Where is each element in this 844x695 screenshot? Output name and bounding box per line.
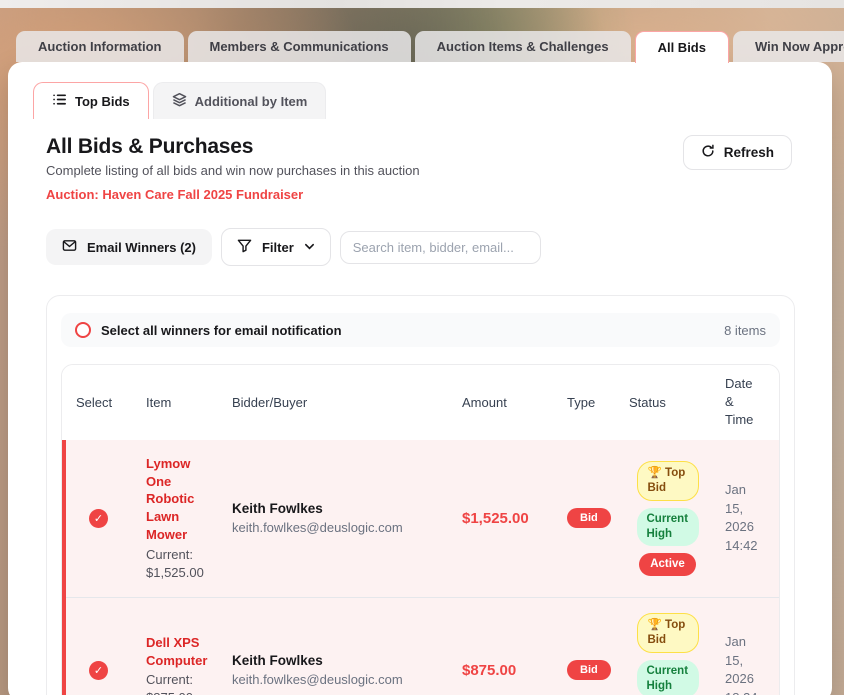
status-badge-top-bid: 🏆 Top Bid (636, 461, 699, 501)
type-badge: Bid (567, 508, 611, 529)
status-badge-current-high: Current High (636, 507, 699, 546)
status-badge-active: Active (639, 552, 696, 576)
subtab-additional-by-item[interactable]: Additional by Item (152, 82, 327, 119)
select-all-bar: Select all winners for email notificatio… (61, 313, 780, 347)
filter-button-label: Filter (261, 239, 294, 255)
col-type: Type (567, 394, 596, 410)
bidder-name: Keith Fowlkes (232, 653, 323, 669)
bid-amount: $875.00 (462, 661, 517, 679)
table-body: ✓ Lymow One Robotic Lawn Mower Current: … (62, 439, 779, 695)
sub-tab-bar: Top Bids Additional by Item (8, 62, 832, 119)
current-label: Current: (146, 547, 193, 563)
bidder-email: keith.fowlkes@deuslogic.com (232, 520, 403, 536)
bids-card: Select all winners for email notificatio… (46, 295, 795, 695)
tab-auction-items-challenges[interactable]: Auction Items & Challenges (414, 31, 631, 62)
bid-date-time: Jan 15, 2026 14:42 (725, 481, 758, 554)
chevron-down-icon (304, 240, 315, 255)
page-subtitle: Complete listing of all bids and win now… (46, 163, 420, 178)
bid-date-time: Jan 15, 2026 18:34 (725, 633, 758, 695)
col-status: Status (629, 394, 666, 410)
browser-chrome-strip (0, 0, 844, 8)
tab-all-bids[interactable]: All Bids (634, 31, 729, 63)
select-all-label: Select all winners for email notificatio… (101, 322, 342, 338)
all-bids-panel: Top Bids Additional by Item All Bids & P… (8, 62, 832, 695)
trophy-icon: 🏆 (647, 467, 662, 479)
tab-members-communications[interactable]: Members & Communications (187, 31, 411, 62)
item-name: Dell XPS Computer (146, 634, 208, 668)
email-winners-button[interactable]: Email Winners (2) (46, 229, 212, 265)
col-bidder-buyer: Bidder/Buyer (232, 394, 308, 410)
current-label: Current: (146, 672, 193, 688)
refresh-icon (701, 144, 715, 161)
tab-auction-information[interactable]: Auction Information (16, 31, 184, 62)
subtab-top-bids[interactable]: Top Bids (33, 82, 149, 119)
auction-name-label: Auction: Haven Care Fall 2025 Fundraiser (46, 187, 304, 202)
current-value: $875.00 (146, 690, 193, 695)
col-date-time: Date & Time (725, 376, 754, 428)
table-row: ✓ Dell XPS Computer Current: $875.00 Kei… (66, 597, 779, 695)
current-value: $1,525.00 (146, 565, 204, 581)
funnel-icon (237, 238, 252, 256)
table-row: ✓ Lymow One Robotic Lawn Mower Current: … (66, 439, 779, 598)
select-all-checkbox[interactable] (75, 322, 91, 338)
trophy-icon: 🏆 (647, 619, 662, 632)
col-item: Item (146, 394, 172, 410)
page-header: All Bids & Purchases Complete listing of… (8, 119, 832, 202)
bidder-name: Keith Fowlkes (232, 501, 323, 517)
list-icon (52, 92, 67, 110)
row-checkbox-checked[interactable]: ✓ (89, 508, 108, 528)
refresh-button-label: Refresh (723, 145, 774, 160)
refresh-button[interactable]: Refresh (682, 135, 792, 170)
item-name: Lymow One Robotic Lawn Mower (146, 455, 195, 543)
email-winners-label: Email Winners (2) (87, 239, 196, 255)
row-checkbox-checked[interactable]: ✓ (89, 660, 108, 680)
col-amount: Amount (462, 394, 507, 410)
layers-icon (172, 92, 187, 110)
filter-button[interactable]: Filter (220, 228, 331, 266)
page-title: All Bids & Purchases (46, 135, 254, 158)
table-header-row: Select Item Bidder/Buyer Amount Type Sta… (62, 365, 779, 440)
main-tab-bar: Auction Information Members & Communicat… (16, 31, 844, 63)
col-select: Select (76, 394, 113, 410)
tab-win-now-approvals[interactable]: Win Now Approvals (732, 31, 844, 62)
items-count: 8 items (724, 322, 766, 338)
type-badge: Bid (567, 660, 611, 681)
toolbar: Email Winners (2) Filter (8, 202, 832, 266)
bidder-email: keith.fowlkes@deuslogic.com (232, 672, 403, 688)
status-badge-current-high: Current High (636, 660, 699, 695)
mail-icon (62, 238, 77, 256)
bid-amount: $1,525.00 (462, 509, 529, 527)
status-badge-top-bid: 🏆 Top Bid (636, 613, 699, 653)
bids-table: Select Item Bidder/Buyer Amount Type Sta… (61, 364, 780, 695)
search-input[interactable] (339, 230, 541, 264)
subtab-top-bids-label: Top Bids (75, 93, 130, 109)
subtab-additional-by-item-label: Additional by Item (194, 93, 308, 109)
